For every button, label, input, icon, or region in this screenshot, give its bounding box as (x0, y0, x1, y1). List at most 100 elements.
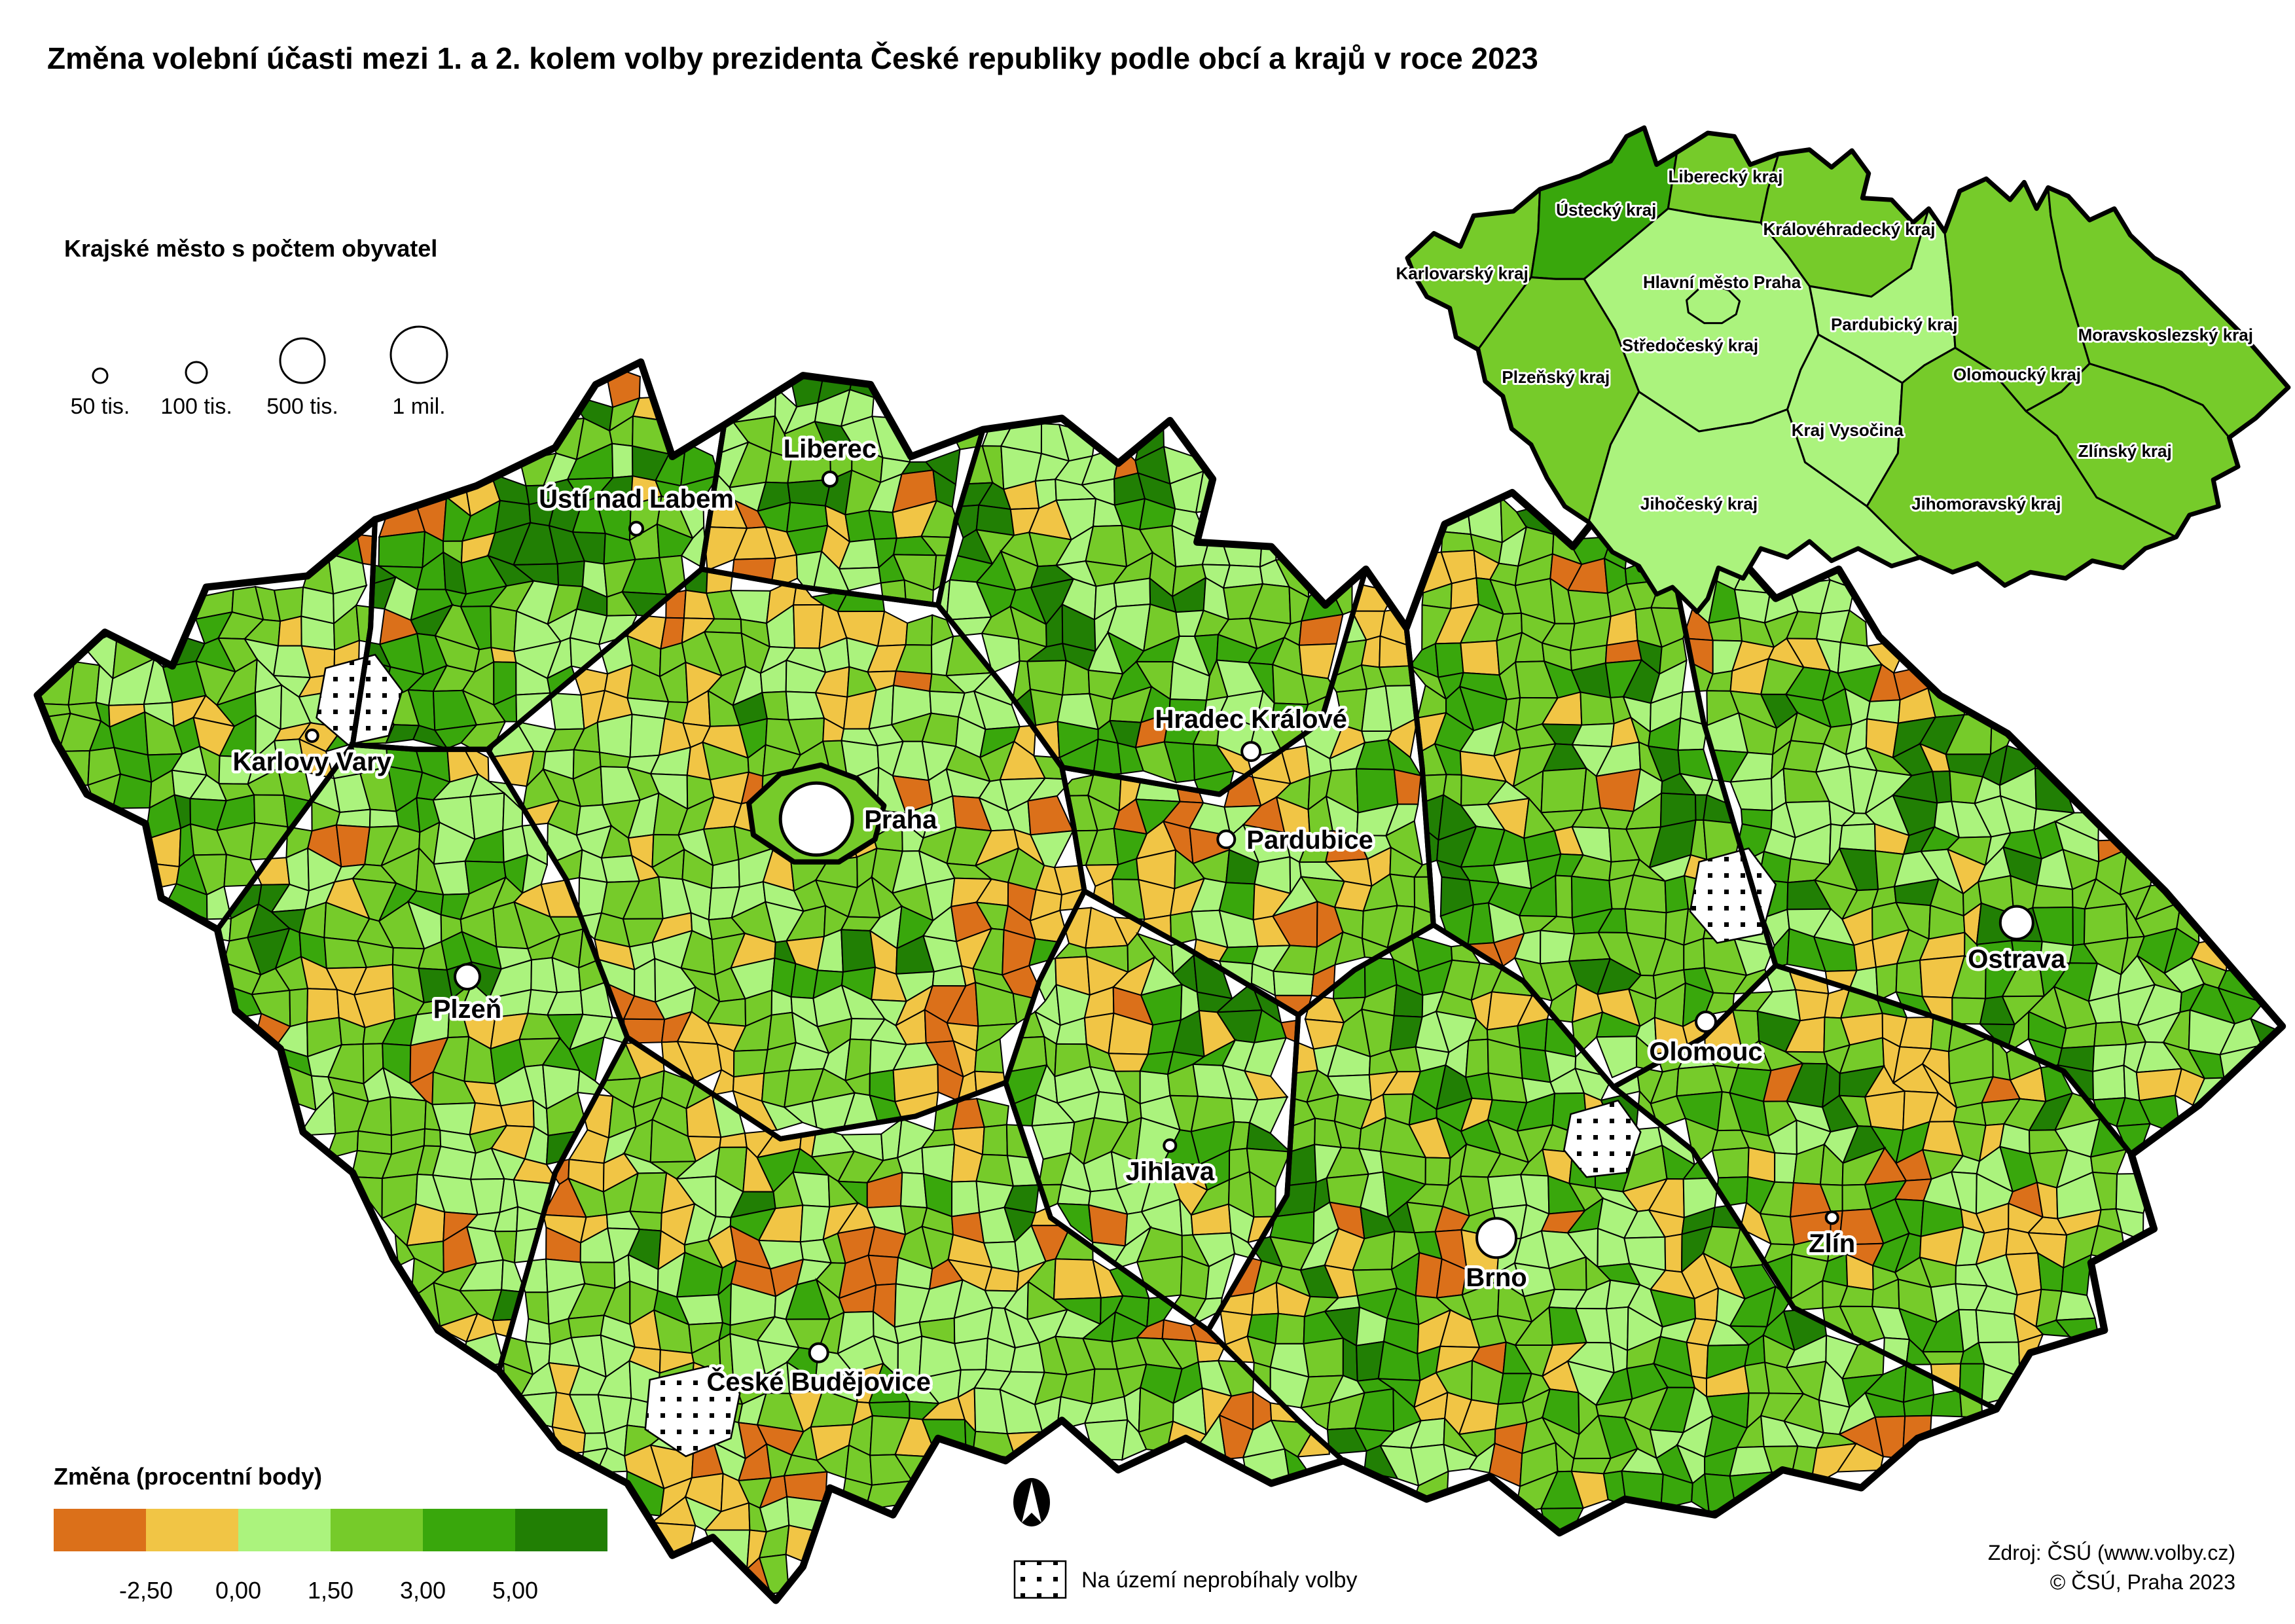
size-legend-label-1: 100 tis. (160, 394, 232, 419)
municipality-cell (306, 988, 340, 1023)
municipality-cell (1298, 643, 1338, 679)
color-legend-title: Změna (procentní body) (54, 1463, 322, 1490)
no-vote-area (1563, 1099, 1642, 1178)
source-line-2: © ČSÚ, Praha 2023 (2050, 1570, 2235, 1594)
city-marker-Hradec Králové (1240, 741, 1262, 763)
inset-country-outline (1405, 125, 2291, 615)
city-label-Hradec Králové: Hradec Králové (1155, 705, 1346, 734)
city-marker-Jihlava (1163, 1138, 1178, 1153)
city-label-Jihlava: Jihlava (1125, 1157, 1214, 1186)
municipality-cell (1664, 1233, 1683, 1273)
municipality-cell (335, 808, 371, 828)
municipality-cell (423, 1128, 442, 1147)
municipality-cell (1274, 1181, 1317, 1218)
municipality-cell (1093, 738, 1122, 776)
municipality-cell (1033, 721, 1060, 759)
municipality-cell (1053, 864, 1085, 896)
inset-label-MS: Moravskoslezský kraj (2078, 325, 2253, 345)
color-swatch-3 (331, 1509, 423, 1551)
municipality-cell (283, 794, 313, 832)
size-legend-label-3: 1 mil. (392, 394, 445, 419)
city-label-Ústí nad Labem: Ústí nad Labem (539, 484, 734, 514)
city-marker-Olomouc (1695, 1010, 1717, 1033)
municipalities-OL (1406, 496, 1776, 1079)
city-label-Olomouc: Olomouc (1649, 1038, 1762, 1066)
municipality-cell (1838, 823, 1876, 852)
municipality-cell (840, 929, 876, 973)
tick-1-50: 1,50 (308, 1577, 353, 1604)
municipality-cell (431, 1146, 477, 1180)
inset-label-VY: Kraj Vysočina (1792, 420, 1904, 440)
municipality-cell (2092, 1064, 2126, 1101)
inset-label-KV: Karlovarský kraj (1396, 263, 1528, 283)
municipality-cell (1540, 767, 1587, 814)
color-swatch-1 (146, 1509, 238, 1551)
city-size-legend: Krajské město s počtem obyvatel 50 tis. 1… (64, 235, 448, 419)
municipalities-SC (488, 569, 1085, 1136)
inset-label-PA: Pardubický kraj (1831, 314, 1958, 334)
municipality-cell (1393, 768, 1422, 805)
tick-5-00: 5,00 (492, 1577, 538, 1604)
city-label-Karlovy Vary: Karlovy Vary (233, 748, 392, 776)
municipality-cell (1303, 1337, 1344, 1378)
municipality-cell (1085, 524, 1128, 568)
municipalities-JC (499, 1038, 1330, 1595)
municipality-cell (1465, 1038, 1489, 1079)
city-marker-Brno (1475, 1217, 1518, 1259)
city-label-České Budějovice: České Budějovice (707, 1367, 931, 1397)
municipality-cell (954, 1337, 988, 1371)
municipality-cell (1580, 691, 1615, 726)
inset-label-JM: Jihomoravský kraj (1911, 494, 2061, 514)
size-legend-circle-3 (389, 325, 448, 384)
municipality-cell (1084, 1419, 1129, 1461)
city-label-Praha: Praha (864, 805, 937, 834)
municipality-cell (1274, 1312, 1305, 1344)
municipality-cell (596, 713, 633, 758)
municipality-cell (67, 660, 101, 706)
municipality-cell (611, 442, 634, 478)
municipality-cell (2032, 884, 2074, 909)
municipality-cell (490, 605, 518, 653)
municipality-cell (1273, 970, 1314, 996)
city-label-Liberec: Liberec (784, 435, 876, 463)
inset-label-OL: Olomoucký kraj (1953, 365, 2081, 384)
no-vote-legend: Na území neprobíhaly volby (1013, 1560, 1357, 1599)
color-swatch-5 (515, 1509, 607, 1551)
size-legend-title: Krajské město s počtem obyvatel (64, 235, 437, 262)
city-marker-Liberec (821, 470, 839, 488)
no-vote-area (1689, 847, 1777, 944)
municipality-cell (1747, 1147, 1776, 1183)
country-outline (33, 358, 2286, 1604)
municipality-cell (1440, 531, 1475, 553)
municipality-cell (1450, 577, 1479, 610)
municipality-cell (273, 586, 304, 623)
city-label-Zlín: Zlín (1809, 1229, 1855, 1258)
municipalities-JM (1217, 934, 1983, 1533)
municipality-cell (1975, 1309, 2019, 1344)
municipality-cell (378, 530, 426, 568)
municipality-cell (2055, 1290, 2096, 1322)
municipality-cell (950, 1180, 981, 1218)
municipality-cell (1460, 640, 1500, 676)
municipality-cell (1342, 1337, 1358, 1382)
municipality-cell (1424, 1157, 1451, 1186)
north-arrow-icon (1013, 1478, 1050, 1526)
source-credit: Zdroj: ČSÚ (www.volby.cz) © ČSÚ, Praha 2… (1988, 1541, 2235, 1594)
municipality-cell (2083, 903, 2129, 945)
municipality-cell (568, 1314, 605, 1339)
municipalities-VY (1005, 907, 1299, 1327)
city-marker-Pardubice (1216, 829, 1237, 850)
tick-0-00: 0,00 (215, 1577, 261, 1604)
tick-3-00: 3,00 (400, 1577, 446, 1604)
city-label-Brno: Brno (1466, 1263, 1527, 1292)
municipality-cell (1595, 768, 1642, 812)
no-vote-label: Na území neprobíhaly volby (1081, 1568, 1357, 1593)
municipalities-HK (938, 418, 1353, 795)
municipality-cell (761, 691, 789, 721)
size-legend-label-0: 50 tis. (71, 394, 130, 419)
municipality-cell (899, 1172, 928, 1209)
municipality-cell (981, 1124, 1008, 1157)
city-label-Pardubice: Pardubice (1246, 825, 1373, 854)
municipality-cell (277, 615, 302, 647)
